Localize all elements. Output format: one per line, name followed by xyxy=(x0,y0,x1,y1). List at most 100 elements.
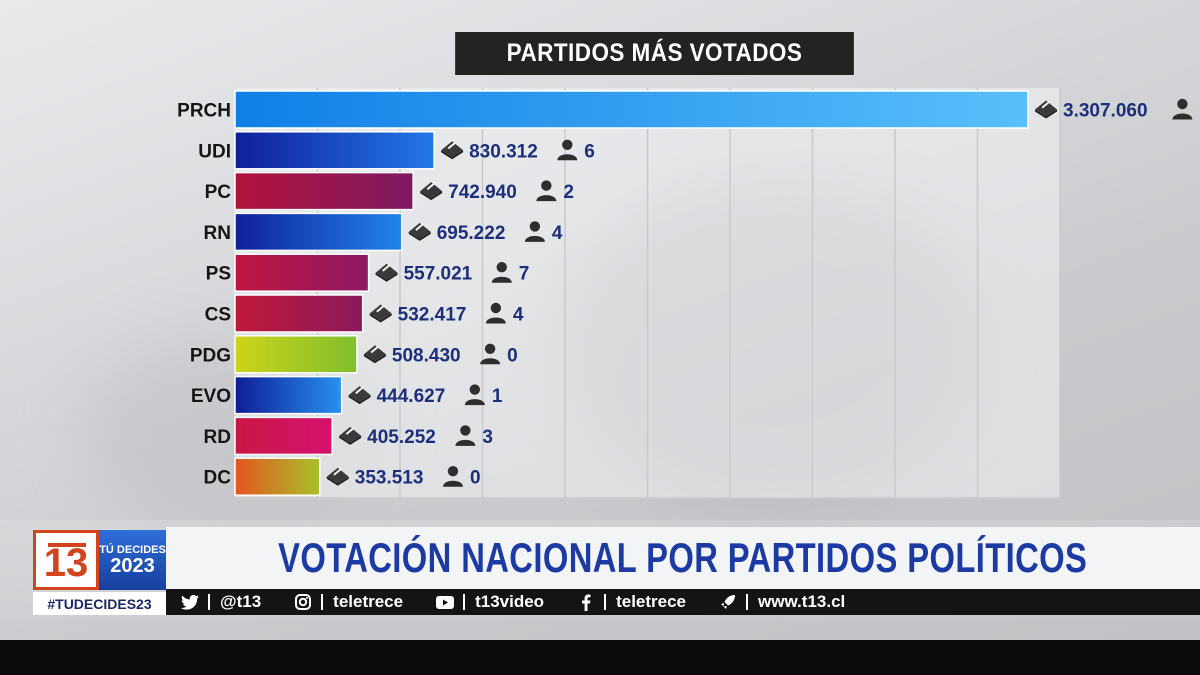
value-label: 742.940 xyxy=(448,182,517,203)
value-label: 3.307.060 xyxy=(1063,101,1148,122)
person-icon xyxy=(485,302,506,324)
value-label: 405.252 xyxy=(367,427,436,448)
youtube-icon xyxy=(435,593,455,611)
campaign-title: TÚ DECIDES xyxy=(99,544,166,556)
campaign-year: 2023 xyxy=(110,555,155,577)
value-label: 532.417 xyxy=(398,305,467,326)
value-label: 830.312 xyxy=(469,141,538,162)
value-label: 444.627 xyxy=(377,386,446,407)
person-icon xyxy=(1172,98,1193,120)
seats-label: 6 xyxy=(584,141,595,162)
bar-row: UDI 830.312 6 xyxy=(198,131,595,170)
bar xyxy=(234,294,364,333)
chart-title: PARTIDOS MÁS VOTADOS xyxy=(455,32,854,75)
tudecides-logo: TÚ DECIDES 2023 xyxy=(99,530,166,590)
social-label: @t13 xyxy=(220,592,262,611)
separator xyxy=(321,594,324,610)
category-label: CS xyxy=(205,305,231,326)
ballot-box-icon xyxy=(326,467,349,486)
person-icon xyxy=(524,221,545,242)
bar-row: PDG 508.430 0 xyxy=(190,335,518,374)
bar-row: DC 353.513 0 xyxy=(204,457,481,496)
category-label: PC xyxy=(205,182,232,203)
logo-bar xyxy=(48,543,86,547)
category-label: PS xyxy=(206,264,231,285)
value-label: 695.222 xyxy=(437,223,506,244)
bar xyxy=(234,457,321,496)
bar xyxy=(234,253,370,292)
separator xyxy=(746,594,749,610)
person-icon xyxy=(491,262,512,283)
chart-title-text: PARTIDOS MÁS VOTADOS xyxy=(506,39,803,67)
headline-bar: VOTACIÓN NACIONAL POR PARTIDOS POLÍTICOS xyxy=(166,527,1200,589)
instagram-icon xyxy=(293,593,313,611)
bar-row: CS 532.417 4 xyxy=(205,294,524,333)
ballot-box-icon xyxy=(1035,100,1057,119)
category-label: UDI xyxy=(198,141,231,162)
value-label: 557.021 xyxy=(404,264,473,285)
social-bar: @t13 teletrece t13video teletrece xyxy=(166,589,1200,615)
social-label: teletrece xyxy=(333,592,404,611)
channel-logo-text: 13 xyxy=(43,540,89,585)
seats-label: 3 xyxy=(482,427,493,448)
ballot-box-icon xyxy=(369,304,392,323)
social-label: teletrece xyxy=(616,592,687,611)
bar xyxy=(234,90,1029,129)
person-icon xyxy=(464,384,485,406)
ballot-box-icon xyxy=(408,222,431,241)
separator xyxy=(604,594,607,610)
category-label: RN xyxy=(204,223,231,244)
bar xyxy=(234,171,414,211)
category-label: PDG xyxy=(190,345,231,366)
facebook-icon xyxy=(576,593,596,611)
hashtag: #TUDECIDES23 xyxy=(33,592,166,615)
seats-label: 4 xyxy=(513,305,524,326)
t13-logo: 13 xyxy=(33,530,99,590)
bar-row: RN 695.222 4 xyxy=(204,212,563,252)
bar-row: PS 557.021 7 xyxy=(206,253,530,292)
category-label: DC xyxy=(204,468,232,489)
bar xyxy=(234,375,343,415)
rocket-icon xyxy=(718,593,738,611)
seats-label: 4 xyxy=(552,223,563,244)
category-label: PRCH xyxy=(177,101,231,122)
bar-row: RD 405.252 3 xyxy=(204,416,493,456)
ballot-box-icon xyxy=(348,386,371,405)
social-facebook: teletrece xyxy=(576,592,686,612)
bar-chart: PRCH3.307.06022UDI830.3126PC742.9402RN69… xyxy=(177,88,1200,499)
tv-bezel xyxy=(0,640,1200,675)
ballot-box-icon xyxy=(375,263,398,282)
bar xyxy=(234,335,358,374)
person-icon xyxy=(557,139,578,161)
ballot-box-icon xyxy=(363,345,386,364)
category-label: RD xyxy=(204,427,231,448)
seats-label: 7 xyxy=(519,264,530,285)
seats-label: 1 xyxy=(492,386,503,407)
hashtag-text: #TUDECIDES23 xyxy=(47,595,152,612)
person-icon xyxy=(455,425,476,446)
person-icon xyxy=(480,343,501,365)
value-label: 353.513 xyxy=(355,468,424,489)
ballot-box-icon xyxy=(420,182,443,201)
person-icon xyxy=(536,180,557,202)
ballot-box-icon xyxy=(339,426,362,445)
ballot-box-icon xyxy=(441,141,464,160)
seats-label: 0 xyxy=(470,468,481,489)
chart-bars: PRCH3.307.06022UDI830.3126PC742.9402RN69… xyxy=(177,90,1200,496)
category-label: EVO xyxy=(191,386,231,407)
social-web: www.t13.cl xyxy=(718,592,845,612)
social-label: www.t13.cl xyxy=(758,592,846,611)
seats-label: 2 xyxy=(563,182,574,203)
value-label: 508.430 xyxy=(392,345,461,366)
social-twitter: @t13 xyxy=(180,592,261,612)
separator xyxy=(208,594,210,610)
bar-row: EVO 444.627 1 xyxy=(191,375,503,415)
twitter-icon xyxy=(180,593,200,611)
bar xyxy=(234,131,435,170)
social-label: t13video xyxy=(475,592,545,611)
social-instagram: teletrece xyxy=(293,592,403,612)
social-youtube: t13video xyxy=(435,592,544,612)
seats-label: 0 xyxy=(507,345,518,366)
headline-text: VOTACIÓN NACIONAL POR PARTIDOS POLÍTICOS xyxy=(278,534,1088,581)
